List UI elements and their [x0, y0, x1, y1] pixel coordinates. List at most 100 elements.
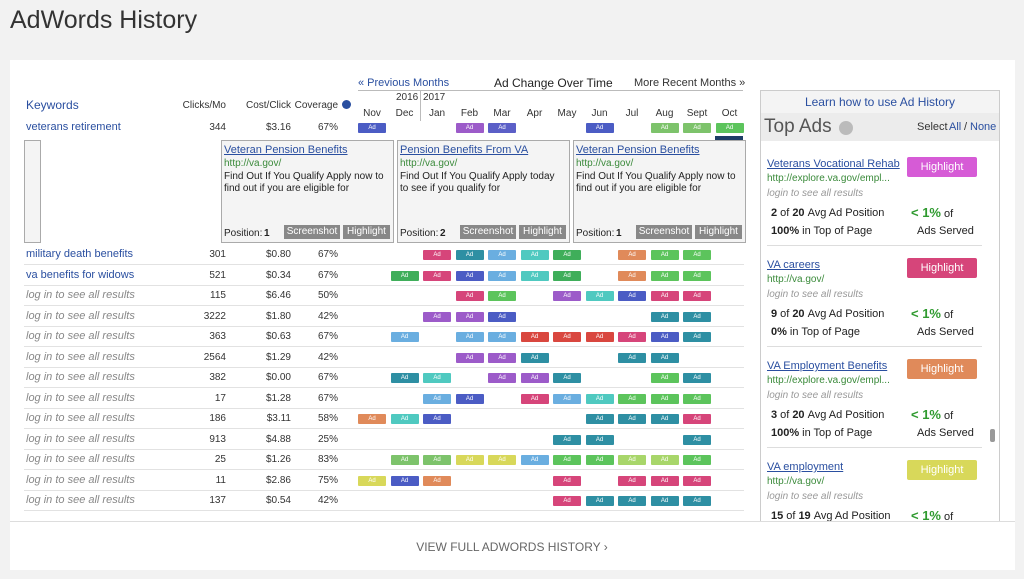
scrollbar	[990, 429, 995, 442]
ad-block: Ad	[650, 496, 679, 506]
row-divider	[24, 387, 744, 388]
month: Dec	[395, 108, 414, 119]
stat-part: 100%	[771, 427, 800, 439]
share: < 1%	[911, 205, 941, 220]
highlight-button[interactable]: Highlight	[907, 258, 977, 278]
highlight-button[interactable]: Highlight	[343, 225, 390, 239]
ad-block: Ad	[650, 123, 679, 133]
share-of: of	[944, 208, 954, 220]
ad-title[interactable]: Veteran Pension Benefits	[224, 144, 348, 156]
ad-block: Ad	[585, 291, 614, 301]
stat-line: 3 of 20 Avg Ad Position	[771, 409, 887, 421]
item-divider	[767, 245, 982, 246]
ad-block: Ad	[650, 250, 679, 260]
ad-block: Ad	[488, 311, 516, 322]
cost: $4.88	[265, 433, 291, 445]
position-value: 2	[440, 228, 446, 239]
row-divider	[24, 366, 744, 368]
top-ad-title[interactable]: Veterans Vocational Rehab	[767, 158, 900, 170]
ad-block: Ad	[520, 352, 549, 363]
highlight-button[interactable]: Highlight	[907, 460, 977, 480]
stat-part: Avg Ad Position	[807, 207, 885, 219]
select-label: Select	[917, 121, 948, 133]
stat-part: 100%	[771, 225, 800, 237]
ads-served: Ads Served	[917, 326, 974, 338]
ad-block: Ad	[683, 455, 711, 465]
position-label: Position:	[400, 228, 439, 239]
coverage: 67%	[317, 269, 338, 281]
coverage: 25%	[317, 433, 338, 445]
top-ad-title[interactable]: VA careers	[767, 259, 820, 271]
item-divider	[767, 346, 982, 347]
learn-link[interactable]: Learn how to use Ad History	[804, 95, 956, 109]
stat-part: of	[780, 308, 790, 320]
highlight-button[interactable]: Highlight	[907, 157, 977, 177]
screenshot-button[interactable]: Screenshot	[284, 225, 340, 239]
sidebar: Learn how to use Ad History Top Ads Select…	[760, 90, 1000, 522]
ad-block: Ad	[455, 393, 484, 404]
keyword: log in to see all results	[26, 412, 135, 424]
screenshot-button[interactable]: Screenshot	[460, 225, 516, 239]
ad-block: Ad	[618, 455, 646, 465]
stat-line: 15 of 19 Avg Ad Position	[771, 510, 894, 522]
select-slash: /	[964, 121, 968, 133]
top-ad-title[interactable]: VA employment	[767, 461, 844, 473]
ad-title[interactable]: Pension Benefits From VA	[400, 144, 529, 156]
ad-block: Ad	[488, 270, 516, 281]
coverage: 67%	[317, 372, 338, 383]
footer-link[interactable]: VIEW FULL ADWORDS HISTORY ›	[416, 540, 608, 554]
ad-url: http://va.gov/	[224, 158, 282, 169]
position-value: 1	[616, 228, 622, 239]
clicks: 137	[209, 495, 226, 506]
cost: $2.86	[265, 474, 291, 486]
year-divider	[420, 91, 421, 121]
stat-part: 19	[798, 510, 811, 522]
keyword[interactable]: va benefits for widows	[26, 268, 135, 281]
select-none[interactable]: None	[970, 121, 997, 133]
stat-line: 100% in Top of Page	[771, 225, 875, 237]
keyword[interactable]: veterans retirement	[26, 121, 121, 133]
clicks: 25	[214, 454, 226, 465]
ad-block: Ad	[455, 291, 484, 301]
keyword: log in to see all results	[26, 432, 135, 445]
ad-title[interactable]: Veteran Pension Benefits	[576, 144, 700, 156]
ad-block: Ad	[683, 434, 711, 445]
highlight-button[interactable]: Highlight	[907, 359, 977, 379]
stat-part: 0%	[771, 326, 787, 338]
ads-served: Ads Served	[917, 427, 974, 439]
highlight-button[interactable]: Highlight	[695, 225, 742, 239]
ad-block: Ad	[455, 332, 484, 342]
stat-part: in Top of Page	[802, 427, 873, 439]
screenshot-button[interactable]: Screenshot	[636, 225, 692, 239]
cost: $3.11	[266, 413, 291, 424]
stat-part: 20	[792, 308, 805, 320]
ad-block: Ad	[423, 373, 451, 383]
coverage-toggle[interactable]	[342, 100, 351, 109]
next-months[interactable]: More Recent Months »	[634, 77, 746, 89]
ad-text: Find Out If You Qualify Apply now to fin…	[576, 171, 736, 194]
card-stub	[24, 140, 41, 243]
ad-block: Ad	[715, 123, 744, 133]
highlight-button[interactable]: Highlight	[519, 225, 566, 239]
prev-months[interactable]: « Previous Months	[358, 77, 450, 89]
ad-block: Ad	[683, 414, 711, 424]
select-all[interactable]: All	[949, 121, 962, 133]
ad-block: Ad	[423, 475, 451, 486]
top-ad-title[interactable]: VA Employment Benefits	[767, 360, 888, 372]
keyword: log in to see all results	[26, 330, 135, 342]
clicks: 382	[209, 372, 226, 383]
keyword: log in to see all results	[26, 453, 135, 465]
cost: $1.26	[265, 454, 291, 465]
ad-block: Ad	[488, 291, 516, 301]
ad-block: Ad	[423, 455, 451, 465]
ad-block: Ad	[520, 393, 549, 404]
clicks: 913	[209, 433, 226, 445]
keyword[interactable]: military death benefits	[26, 248, 133, 260]
keyword: log in to see all results	[26, 473, 135, 486]
month: Feb	[460, 108, 479, 119]
stat-part: Avg Ad Position	[807, 409, 885, 421]
ad-block: Ad	[585, 414, 614, 424]
help-icon	[839, 121, 853, 135]
ad-block: Ad	[455, 455, 484, 465]
